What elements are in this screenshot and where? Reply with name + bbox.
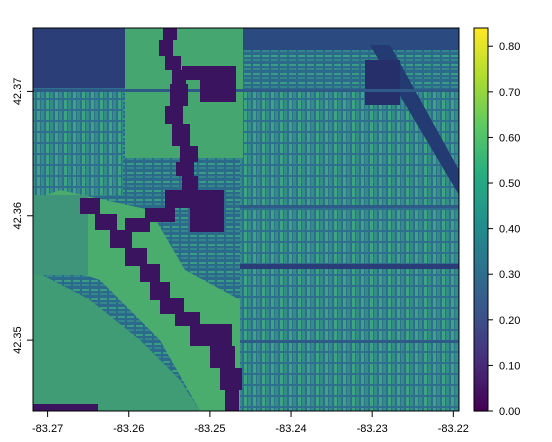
road-4 <box>240 340 459 343</box>
colorbar-tick-label: 0.30 <box>499 269 520 281</box>
road-1 <box>240 264 459 269</box>
colorbar-frame <box>473 27 489 412</box>
dark-lot-east <box>365 60 400 105</box>
river-water <box>33 28 242 411</box>
x-tick-label: -83.26 <box>113 423 144 435</box>
colorbar-tick-label: 0.50 <box>499 178 520 190</box>
road-2 <box>33 89 459 92</box>
colorbar-tick-label: 0.70 <box>499 87 520 99</box>
east-residential-area <box>240 90 459 411</box>
x-tick-label: -83.27 <box>32 423 63 435</box>
x-tick-label: -83.25 <box>194 423 225 435</box>
colorbar-tick-label: 0.10 <box>499 360 520 372</box>
x-tick-label: -83.22 <box>438 423 469 435</box>
park-south <box>33 270 200 411</box>
colorbar-tick-label: 0.20 <box>499 315 520 327</box>
x-tick-label: -83.23 <box>357 423 388 435</box>
plot-frame <box>32 27 460 412</box>
y-axis: 42.35 42.36 42.37 <box>12 78 33 354</box>
colorbar-ticks: 0.00 0.10 0.20 0.30 0.40 0.50 0.60 0.70 0.80 <box>488 41 520 418</box>
y-tick-label: 42.37 <box>12 78 24 106</box>
colorbar-tick-label: 0.40 <box>499 224 520 236</box>
west-residential-area <box>33 85 123 195</box>
raster-panel <box>33 28 459 411</box>
colorbar-tick-label: 0.00 <box>499 406 520 418</box>
y-tick-label: 42.36 <box>12 202 24 230</box>
x-axis: -83.27 -83.26 -83.25 -83.24 -83.23 -83.22 <box>32 411 469 435</box>
colorbar-tick-label: 0.60 <box>499 132 520 144</box>
x-tick-label: -83.24 <box>275 423 306 435</box>
colorbar-tick-label: 0.80 <box>499 41 520 53</box>
dark-industrial-block <box>33 28 128 88</box>
y-tick-label: 42.35 <box>12 326 24 354</box>
colorbar: 0.00 0.10 0.20 0.30 0.40 0.50 0.60 0.70 0.80 <box>473 27 520 418</box>
north-strip <box>240 28 459 50</box>
colorbar-gradient <box>474 28 488 412</box>
road-3 <box>240 205 459 208</box>
field-west <box>33 195 88 275</box>
